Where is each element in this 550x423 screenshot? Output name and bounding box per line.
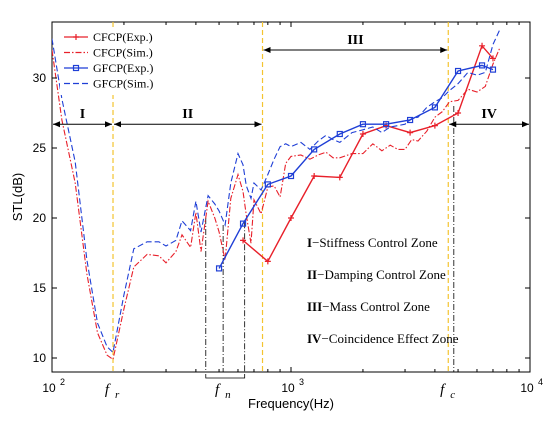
y-tick-label: 10 — [33, 351, 47, 365]
zone-legend-item: II−Damping Control Zone — [307, 267, 446, 282]
zone-arrow-head — [53, 121, 60, 128]
zone-legend-item: IV−Coincidence Effect Zone — [307, 331, 459, 346]
freq-label-sub: r — [115, 389, 120, 401]
zone-legend-text: −Mass Control Zone — [322, 299, 430, 314]
x-tick-exponent: 4 — [538, 377, 543, 387]
x-tick-exponent: 3 — [299, 377, 304, 387]
zone-legend-item: I−Stiffness Control Zone — [307, 235, 438, 250]
series-point — [288, 215, 294, 221]
freq-label-sub: n — [225, 389, 231, 401]
zone-arrow-head — [114, 121, 122, 128]
series-line-0 — [242, 44, 494, 263]
series-point — [479, 42, 486, 49]
zone-arrow-head — [254, 121, 262, 128]
series-point — [311, 173, 318, 179]
zone-legend-roman: II — [307, 267, 317, 282]
freq-label-sub: c — [450, 389, 455, 401]
series-point — [264, 181, 271, 188]
y-tick-label: 20 — [33, 211, 47, 225]
series-point — [336, 130, 343, 138]
zone-legend-text: −Coincidence Effect Zone — [321, 331, 458, 346]
series-point — [311, 146, 318, 153]
series-point — [240, 237, 247, 244]
x-axis-label: Frequency(Hz) — [248, 396, 334, 411]
fn-bracket — [205, 374, 246, 379]
series-line-3 — [52, 28, 501, 354]
series-point — [359, 121, 367, 128]
series-point — [215, 265, 223, 272]
frequency-marker-lines — [205, 106, 455, 372]
zone-arrow-head — [440, 47, 448, 53]
legend-label-2: GFCP(Exp.) — [93, 61, 153, 75]
x-tick-label: 10 — [42, 381, 56, 395]
series-point — [489, 66, 497, 73]
series-lines — [52, 28, 501, 361]
y-tick-label: 15 — [33, 281, 47, 295]
freq-label-c: f — [440, 382, 446, 398]
series-point — [455, 110, 462, 116]
zone-label-III: III — [347, 33, 363, 48]
legend-marker — [72, 64, 80, 72]
series-point — [336, 174, 343, 181]
series-point — [239, 220, 247, 227]
zone-arrow-head — [522, 121, 529, 128]
series-point — [407, 129, 414, 136]
series-point — [264, 258, 271, 265]
x-tick-label: 10 — [520, 381, 534, 395]
legend-label-0: CFCP(Exp.) — [93, 30, 153, 44]
zone-legend-text: −Stiffness Control Zone — [312, 235, 438, 250]
series-line-1 — [52, 46, 501, 361]
series-point — [431, 122, 438, 129]
legend-marker — [73, 34, 79, 40]
zone-label-I: I — [80, 107, 85, 122]
zone-arrow-head — [263, 47, 271, 53]
zone-legend-roman: I — [307, 235, 312, 250]
series-point — [406, 116, 414, 124]
x-tick-exponent: 2 — [60, 377, 65, 387]
x-tick-label: 10 — [281, 381, 295, 395]
series-point — [489, 55, 496, 62]
freq-label-r: f — [105, 382, 111, 398]
series-line-2 — [218, 64, 494, 269]
freq-label-n: f — [215, 382, 221, 398]
series-point — [383, 121, 390, 128]
zone-legend: I−Stiffness Control Zone II−Damping Contr… — [307, 235, 459, 346]
y-tick-label: 25 — [33, 141, 47, 155]
zone-legend-roman: III — [307, 299, 322, 314]
zone-label-II: II — [182, 107, 193, 122]
zone-arrow-head — [449, 121, 457, 128]
series-point — [359, 131, 366, 137]
series-point — [454, 67, 462, 75]
zone-legend-text: −Damping Control Zone — [317, 267, 446, 282]
zone-label-IV: IV — [481, 107, 497, 122]
zone-legend-item: III−Mass Control Zone — [307, 299, 430, 314]
y-tick-label: 30 — [33, 71, 47, 85]
series-point — [478, 62, 486, 69]
y-axis-label: STL(dB) — [10, 173, 25, 221]
zone-arrow-head — [105, 121, 113, 128]
series-point — [431, 104, 438, 111]
legend: CFCP(Exp.) CFCP(Sim.)GFCP(Exp.) GFCP(Sim.) — [60, 27, 195, 95]
series-point — [287, 172, 295, 180]
zone-legend-roman: IV — [307, 331, 322, 346]
legend-label-1: CFCP(Sim.) — [93, 46, 153, 60]
legend-label-3: GFCP(Sim.) — [93, 77, 153, 91]
